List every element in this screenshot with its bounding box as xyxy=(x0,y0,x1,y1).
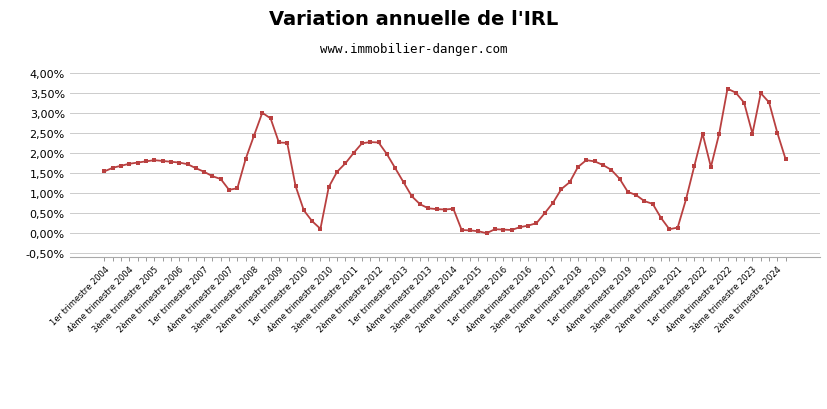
Text: Variation annuelle de l'IRL: Variation annuelle de l'IRL xyxy=(269,10,558,29)
Text: www.immobilier-danger.com: www.immobilier-danger.com xyxy=(320,43,507,56)
